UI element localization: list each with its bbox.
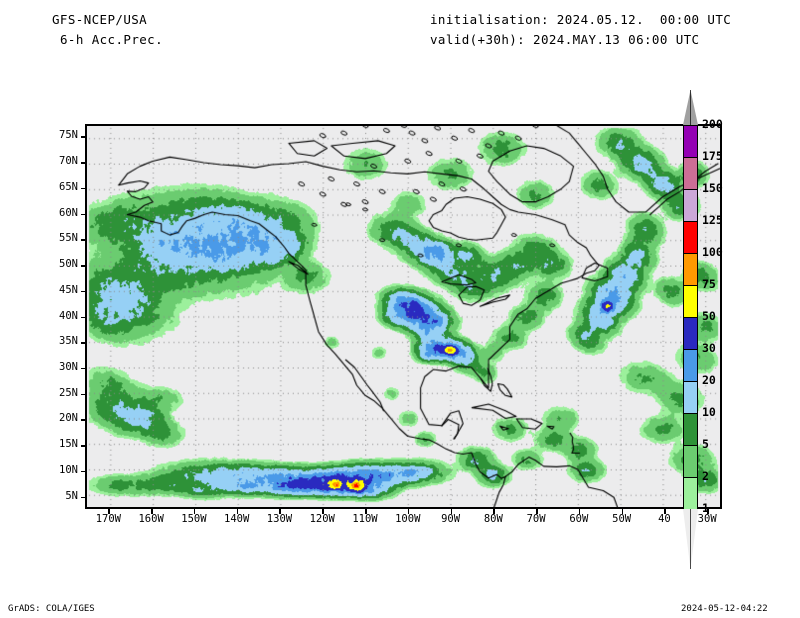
lat-tick [81,239,86,241]
lon-tick-label: 40 [658,513,671,525]
lon-tick-label: 110W [352,513,378,525]
lon-tick [621,508,624,514]
colorbar-band [684,350,697,382]
lon-tick-label: 30W [697,513,717,525]
lon-tick [536,508,538,514]
colorbar-band [684,158,697,190]
precipitation-map [85,124,722,509]
lat-tick [81,496,86,499]
lat-tick-label: 5N [65,489,78,502]
colorbar-tick-label: 2 [702,469,709,483]
lon-tick [279,508,281,514]
lat-tick-label: 10N [59,463,78,476]
lat-tick [81,367,86,370]
lon-tick [493,508,495,514]
colorbar-band [684,446,697,478]
lon-tick-label: 70W [526,513,546,525]
lat-tick-label: 40N [59,309,78,322]
colorbar-over-arrow [683,90,698,125]
lon-tick [193,508,196,514]
colorbar-band [684,254,697,286]
lat-tick [81,187,86,190]
lat-tick-label: 55N [59,232,78,245]
initialisation-time: initialisation: 2024.05.12. 00:00 UTC [430,12,732,27]
colorbar-band [684,286,697,318]
lon-tick-label: 100W [395,513,421,525]
lat-tick [81,136,86,138]
lat-tick-label: 25N [59,386,78,399]
lat-tick [81,316,86,318]
lon-tick-label: 50W [612,513,632,525]
colorbar-band [684,414,697,446]
footer-credit: GrADS: COLA/IGES [8,604,95,614]
colorbar-tick-label: 50 [702,309,716,323]
lon-tick-label: 170W [95,513,122,525]
lon-tick-label: 150W [181,513,207,525]
lat-tick-label: 70N [59,155,78,168]
colorbar-band [684,318,697,350]
field-subtitle: 6-h Acc.Prec. [60,32,164,47]
lat-tick-label: 15N [59,438,78,451]
lat-tick-label: 50N [59,258,78,270]
lon-tick [450,508,453,514]
colorbar-tick-label: 1 [702,501,709,515]
colorbar-tick-label: 10 [702,405,716,419]
colorbar-tick-label: 30 [702,341,716,355]
colorbar-tick-label: 100 [702,245,723,259]
lat-tick-label: 35N [59,335,78,348]
colorbar-tick-label: 200 [702,117,723,131]
lat-tick [81,393,86,396]
lon-tick [407,508,410,514]
colorbar-tick-label: 175 [702,149,723,163]
lat-tick-label: 60N [59,206,78,219]
lat-tick [81,470,86,473]
lon-tick [365,508,367,514]
lon-tick [578,508,581,514]
colorbar-tick-label: 5 [702,437,709,451]
lat-tick-label: 20N [59,412,78,425]
lat-tick [81,162,86,164]
lon-tick-label: 160W [138,513,164,525]
lon-tick [664,508,666,514]
lon-tick [322,508,324,514]
colorbar-band [684,126,697,158]
lat-tick-label: 65N [59,180,78,193]
colorbar-band [684,478,697,510]
lat-tick-label: 75N [59,129,78,142]
lon-tick-label: 120W [309,513,335,525]
colorbar-tick-label: 75 [702,277,716,291]
lat-tick [81,290,86,293]
colorbar-tick-label: 150 [702,181,723,195]
lon-tick-label: 140W [224,513,250,525]
lat-tick [81,419,86,421]
lon-tick [707,508,709,514]
valid-time: valid(+30h): 2024.MAY.13 06:00 UTC [430,32,700,47]
lat-tick [81,265,86,267]
footer-timestamp: 2024-05-12-04:22 [681,604,768,614]
colorbar-band [684,382,697,414]
map-raster [87,126,720,507]
lon-tick-label: 90W [441,513,461,525]
lat-tick-label: 30N [59,360,78,373]
lon-tick [151,508,153,514]
colorbar-under-arrow [683,509,698,569]
colorbar-tick-label: 20 [702,373,716,387]
model-title: GFS-NCEP/USA [52,12,148,27]
precipitation-colorbar [683,125,698,510]
lat-tick [81,445,86,447]
lat-tick-label: 45N [59,283,78,296]
colorbar-tick-label: 125 [702,213,723,227]
lon-tick-label: 80W [483,513,503,525]
lat-tick [81,213,86,216]
lon-tick [108,508,110,514]
lon-tick-label: 130W [266,513,293,525]
colorbar-band [684,222,697,254]
colorbar-band [684,190,697,222]
lon-tick [236,508,239,514]
lat-tick [81,342,86,344]
lon-tick-label: 60W [569,513,589,525]
